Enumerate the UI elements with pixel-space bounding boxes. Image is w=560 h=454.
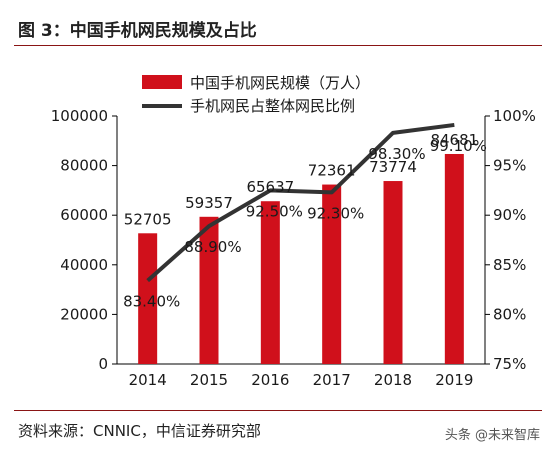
left-axis-tick-label: 80000: [60, 157, 108, 175]
left-axis-tick-label: 60000: [60, 206, 108, 224]
source-note: 资料来源：CNNIC，中信证券研究部: [18, 422, 261, 440]
bar-2016: [260, 201, 280, 364]
bar-2017: [322, 184, 342, 364]
line-path: [146, 122, 455, 283]
x-axis-tick-label: 2017: [313, 371, 351, 389]
left-axis-tick-label: 40000: [60, 256, 108, 274]
bar-series: [138, 153, 464, 364]
left-axis: 0 20000 40000 60000 80000 100000: [51, 107, 118, 373]
figure-title: 图 3：中国手机网民规模及占比: [18, 21, 257, 41]
legend: 中国手机网民规模（万人） 手机网民占整体网民比例: [142, 74, 370, 115]
x-axis-tick-label: 2018: [374, 371, 412, 389]
right-axis-tick-label: 75%: [493, 355, 526, 373]
line-value-label: 92.30%: [307, 204, 364, 222]
x-axis: 2014 2015 2016 2017 2018 2019: [117, 363, 485, 389]
right-axis-tick-label: 80%: [493, 305, 526, 323]
legend-line-label: 手机网民占整体网民比例: [190, 97, 355, 115]
bar-2014: [138, 233, 158, 364]
right-axis-tick-label: 85%: [493, 256, 526, 274]
x-axis-tick-label: 2015: [190, 371, 228, 389]
bar-2018: [383, 181, 403, 364]
top-rule: [14, 45, 542, 46]
left-axis-tick-label: 100000: [51, 107, 108, 125]
line-value-label: 83.40%: [123, 293, 180, 311]
line-value-label: 99.10%: [430, 137, 487, 155]
left-axis-tick-label: 20000: [60, 305, 108, 323]
right-axis-tick-label: 95%: [493, 157, 526, 175]
x-axis-tick-label: 2016: [251, 371, 289, 389]
bar-value-label: 65637: [246, 178, 294, 196]
bar-value-label: 72361: [308, 162, 356, 180]
line-value-label: 92.50%: [246, 202, 303, 220]
bar-value-label: 52705: [124, 210, 172, 228]
line-value-label: 98.30%: [368, 145, 425, 163]
bottom-rule: [14, 410, 542, 411]
line-data-labels: 83.40% 88.90% 92.50% 92.30% 98.30% 99.10%: [123, 137, 487, 311]
bar-2019: [444, 153, 464, 364]
right-axis-tick-label: 90%: [493, 206, 526, 224]
bar-2015: [199, 216, 219, 364]
right-axis: 75% 80% 85% 90% 95% 100%: [484, 107, 536, 373]
bar-value-label: 84681: [430, 131, 478, 149]
legend-bar-label: 中国手机网民规模（万人）: [190, 74, 370, 92]
x-axis-tick-label: 2014: [129, 371, 167, 389]
right-axis-tick-label: 100%: [493, 107, 536, 125]
watermark: 头条 @未来智库: [444, 428, 540, 443]
bar-value-label: 59357: [185, 194, 233, 212]
bar-data-labels: 52705 59357 65637 72361 73774 84681: [124, 131, 478, 228]
x-axis-tick-label: 2019: [435, 371, 473, 389]
bar-value-label: 73774: [369, 158, 417, 176]
line-series: [146, 122, 455, 283]
line-value-label: 88.90%: [184, 238, 241, 256]
legend-bar-swatch: [142, 75, 182, 89]
left-axis-tick-label: 0: [98, 355, 108, 373]
